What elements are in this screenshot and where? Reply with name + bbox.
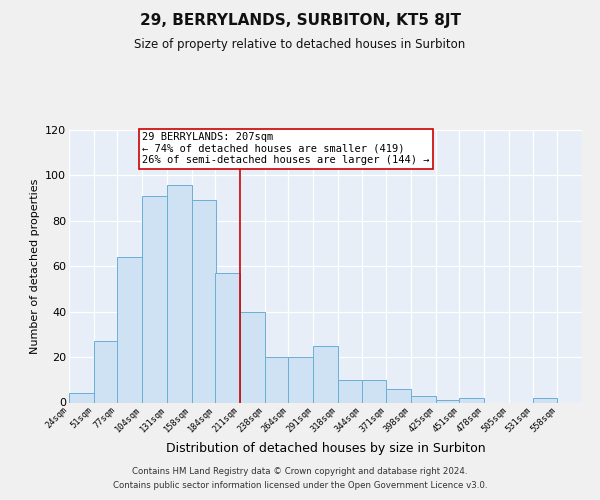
Bar: [191, 200, 216, 402]
Bar: [338, 380, 362, 402]
Bar: [69, 394, 94, 402]
Bar: [118, 257, 142, 402]
Bar: [313, 346, 338, 403]
Text: Contains public sector information licensed under the Open Government Licence v3: Contains public sector information licen…: [113, 481, 487, 490]
Text: Contains HM Land Registry data © Crown copyright and database right 2024.: Contains HM Land Registry data © Crown c…: [132, 467, 468, 476]
X-axis label: Distribution of detached houses by size in Surbiton: Distribution of detached houses by size …: [166, 442, 485, 455]
Bar: [436, 400, 460, 402]
Bar: [94, 341, 118, 402]
Bar: [460, 398, 484, 402]
Text: 29, BERRYLANDS, SURBITON, KT5 8JT: 29, BERRYLANDS, SURBITON, KT5 8JT: [139, 12, 461, 28]
Bar: [533, 398, 557, 402]
Bar: [215, 273, 240, 402]
Bar: [167, 184, 191, 402]
Bar: [362, 380, 386, 402]
Text: 29 BERRYLANDS: 207sqm
← 74% of detached houses are smaller (419)
26% of semi-det: 29 BERRYLANDS: 207sqm ← 74% of detached …: [142, 132, 430, 166]
Y-axis label: Number of detached properties: Number of detached properties: [29, 178, 40, 354]
Bar: [411, 396, 436, 402]
Bar: [240, 312, 265, 402]
Bar: [265, 357, 289, 403]
Bar: [289, 357, 313, 403]
Bar: [386, 389, 411, 402]
Text: Size of property relative to detached houses in Surbiton: Size of property relative to detached ho…: [134, 38, 466, 51]
Bar: [142, 196, 167, 402]
